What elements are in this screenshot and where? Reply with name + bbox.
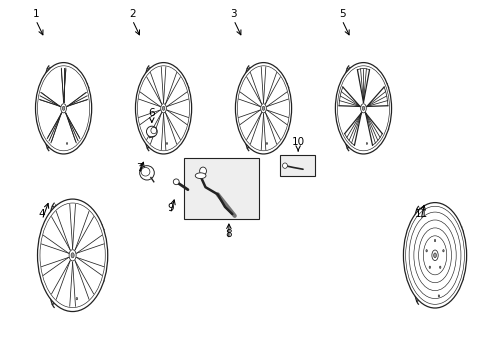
Ellipse shape	[403, 203, 466, 308]
Ellipse shape	[433, 253, 436, 258]
Ellipse shape	[135, 63, 191, 154]
Ellipse shape	[439, 266, 440, 269]
Ellipse shape	[282, 163, 287, 168]
Ellipse shape	[362, 106, 364, 110]
Ellipse shape	[442, 249, 443, 252]
Ellipse shape	[335, 63, 391, 154]
Ellipse shape	[61, 104, 66, 113]
Ellipse shape	[62, 106, 65, 110]
Ellipse shape	[433, 239, 435, 242]
Text: 5: 5	[338, 9, 345, 19]
Ellipse shape	[69, 250, 76, 261]
Text: 9: 9	[167, 203, 173, 213]
Ellipse shape	[428, 266, 429, 269]
Ellipse shape	[140, 166, 154, 180]
Text: 8: 8	[225, 229, 232, 239]
Bar	[279, 155, 315, 176]
Ellipse shape	[262, 106, 264, 110]
Ellipse shape	[162, 106, 164, 110]
Text: 2: 2	[129, 9, 135, 19]
Ellipse shape	[71, 253, 74, 258]
Ellipse shape	[173, 179, 179, 185]
Text: 3: 3	[230, 9, 237, 19]
Text: 6: 6	[148, 108, 155, 118]
Ellipse shape	[195, 173, 205, 179]
Ellipse shape	[146, 126, 157, 137]
Ellipse shape	[161, 104, 166, 113]
Ellipse shape	[260, 104, 266, 113]
Text: 10: 10	[291, 138, 304, 147]
Ellipse shape	[425, 249, 427, 252]
Ellipse shape	[360, 104, 366, 113]
Ellipse shape	[199, 167, 206, 175]
Text: 1: 1	[32, 9, 39, 19]
Ellipse shape	[431, 250, 437, 261]
Text: 4: 4	[39, 209, 45, 219]
Bar	[183, 158, 259, 220]
Ellipse shape	[235, 63, 291, 154]
Ellipse shape	[36, 63, 91, 154]
Text: 7: 7	[136, 163, 142, 173]
Text: 11: 11	[413, 209, 427, 219]
Ellipse shape	[38, 199, 107, 311]
